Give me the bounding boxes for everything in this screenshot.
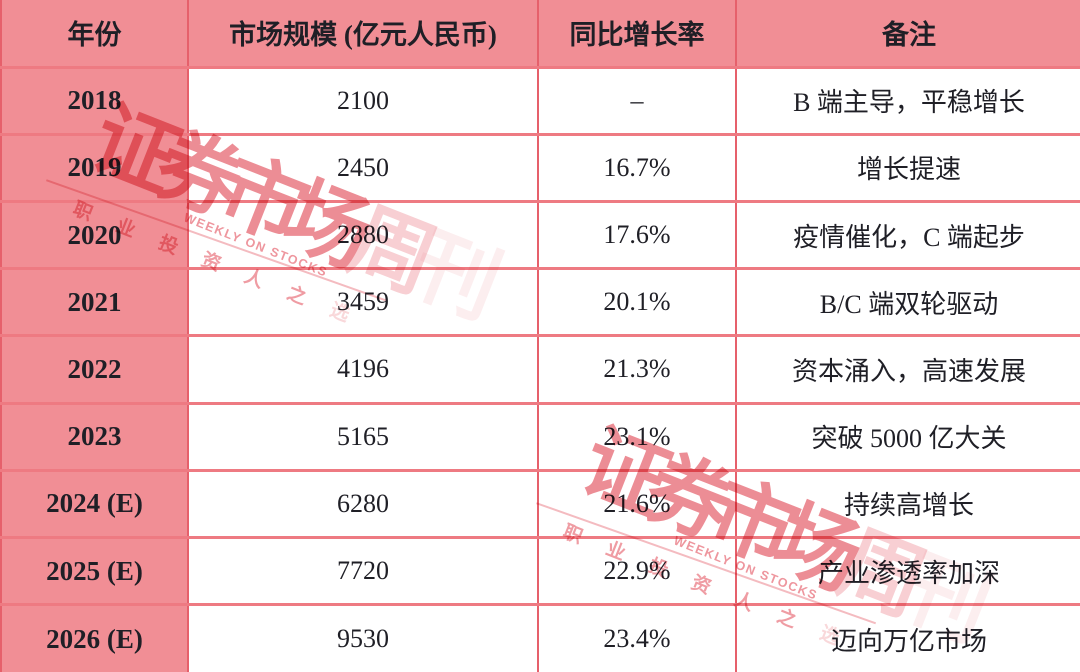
growth-rate-cell: 23.1%	[538, 401, 737, 471]
year-cell: 2021	[0, 267, 189, 336]
market-size-cell: 9530	[188, 603, 539, 672]
year-cell: 2025 (E)	[0, 536, 189, 605]
note-cell: 资本涌入，高速发展	[736, 334, 1080, 404]
year-cell: 2020	[0, 199, 189, 269]
market-size-cell: 4196	[188, 334, 539, 404]
growth-rate-cell: 23.4%	[538, 603, 737, 672]
year-cell: 2018	[0, 65, 189, 135]
growth-rate-cell: –	[538, 65, 737, 135]
note-cell: 迈向万亿市场	[736, 603, 1080, 672]
column-header-size: 市场规模 (亿元人民币)	[188, 0, 539, 67]
growth-rate-cell: 21.6%	[538, 468, 737, 538]
market-size-cell: 7720	[188, 536, 539, 605]
table-row: 2021 3459 20.1% B/C 端双轮驱动	[0, 267, 1080, 336]
table-row: 2018 2100– B 端主导，平稳增长	[0, 65, 1080, 135]
note-cell: 持续高增长	[736, 468, 1080, 538]
column-header-growth: 同比增长率	[538, 0, 737, 67]
note-cell: 增长提速	[736, 132, 1080, 202]
table-header-row: 年份 市场规模 (亿元人民币) 同比增长率 备注	[0, 0, 1080, 67]
note-cell: 疫情催化，C 端起步	[736, 199, 1080, 269]
growth-rate-cell: 17.6%	[538, 199, 737, 269]
column-header-note: 备注	[736, 0, 1080, 67]
note-cell: B/C 端双轮驱动	[736, 267, 1080, 336]
table-row: 2020 2880 17.6% 疫情催化，C 端起步	[0, 199, 1080, 269]
market-size-cell: 3459	[188, 267, 539, 336]
note-cell: 产业渗透率加深	[736, 536, 1080, 605]
year-cell: 2024 (E)	[0, 468, 189, 538]
growth-rate-cell: 20.1%	[538, 267, 737, 336]
table-row: 2026 (E) 9530 23.4% 迈向万亿市场	[0, 603, 1080, 672]
growth-rate-cell: 16.7%	[538, 132, 737, 202]
growth-rate-cell: 22.9%	[538, 536, 737, 605]
year-cell: 2026 (E)	[0, 603, 189, 672]
market-size-cell: 6280	[188, 468, 539, 538]
note-cell: 突破 5000 亿大关	[736, 401, 1080, 471]
market-size-cell: 2100	[188, 65, 539, 135]
table-row: 2022 4196 21.3% 资本涌入，高速发展	[0, 334, 1080, 404]
table-row: 2023 5165 23.1% 突破 5000 亿大关	[0, 401, 1080, 471]
year-cell: 2019	[0, 132, 189, 202]
table-row: 2019 2450 16.7% 增长提速	[0, 132, 1080, 202]
market-size-cell: 5165	[188, 401, 539, 471]
market-size-cell: 2450	[188, 132, 539, 202]
table-body: 2018 2100– B 端主导，平稳增长 2019 2450 16.7% 增长提速 2020…	[0, 65, 1080, 672]
column-header-year: 年份	[0, 0, 189, 67]
year-cell: 2022	[0, 334, 189, 404]
year-cell: 2023	[0, 401, 189, 471]
table-row: 2024 (E) 6280 21.6% 持续高增长	[0, 468, 1080, 538]
table-row: 2025 (E) 7720 22.9% 产业渗透率加深	[0, 536, 1080, 605]
note-cell: B 端主导，平稳增长	[736, 65, 1080, 135]
growth-rate-cell: 21.3%	[538, 334, 737, 404]
market-size-cell: 2880	[188, 199, 539, 269]
